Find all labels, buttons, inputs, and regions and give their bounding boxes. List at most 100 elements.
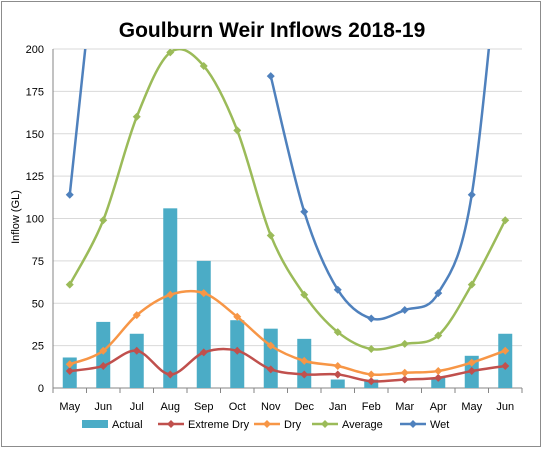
gridlines	[53, 48, 522, 389]
point-marker	[367, 377, 376, 386]
point-marker	[65, 360, 74, 369]
x-tick-label: Jun	[94, 401, 112, 413]
point-marker	[266, 341, 275, 350]
point-marker	[132, 112, 141, 121]
x-tick-label: Feb	[362, 401, 381, 413]
point-marker	[367, 345, 376, 354]
legend-item: Actual	[82, 419, 143, 431]
point-marker	[166, 370, 175, 379]
series-line	[68, 49, 87, 197]
point-marker	[333, 370, 342, 379]
legend-label: Extreme Dry	[188, 419, 250, 431]
series-wet	[65, 49, 491, 323]
legend-item: Extreme Dry	[158, 419, 250, 431]
x-tick-label: May	[59, 401, 80, 413]
bars	[62, 208, 513, 388]
point-marker	[65, 280, 74, 289]
lines	[65, 49, 510, 386]
point-marker	[233, 126, 242, 135]
point-marker	[434, 331, 443, 340]
point-marker	[233, 346, 242, 355]
x-tick-label: Mar	[395, 401, 414, 413]
legend-item: Dry	[254, 419, 302, 431]
y-ticks: 0 25 50 75 100 125 150 175 200	[26, 44, 44, 395]
point-marker	[99, 216, 108, 225]
legend-label: Dry	[284, 419, 302, 431]
bar	[196, 260, 211, 388]
x-tick-label: Dec	[294, 401, 314, 413]
point-marker	[501, 346, 510, 355]
series-dry	[65, 289, 510, 379]
point-marker	[166, 49, 175, 57]
point-marker	[400, 375, 409, 384]
point-marker	[333, 361, 342, 370]
x-tick-label: Jun	[496, 401, 514, 413]
y-tick-label: 175	[26, 86, 44, 98]
point-marker	[132, 346, 141, 355]
legend-item: Wet	[400, 419, 449, 431]
legend-marker	[321, 420, 329, 428]
bar	[330, 379, 345, 388]
legend-label: Wet	[430, 419, 449, 431]
point-marker	[266, 231, 275, 240]
legend-marker	[409, 420, 417, 428]
chart-title: Goulburn Weir Inflows 2018-19	[119, 19, 426, 42]
y-tick-label: 100	[26, 214, 44, 226]
x-tick-label: Jan	[329, 401, 347, 413]
y-tick-label: 125	[26, 171, 44, 183]
point-marker	[65, 190, 74, 199]
point-marker	[300, 356, 309, 365]
x-tick-label: Oct	[229, 401, 246, 413]
point-marker	[300, 370, 309, 379]
x-tick-label: Jul	[130, 401, 144, 413]
point-marker	[300, 290, 309, 299]
x-tick-label: Aug	[160, 401, 180, 413]
x-tick-label: May	[461, 401, 482, 413]
y-tick-label: 150	[26, 129, 44, 141]
bar	[498, 333, 513, 388]
bar	[96, 321, 111, 388]
legend-marker	[263, 420, 271, 428]
point-marker	[266, 72, 275, 81]
point-marker	[467, 280, 476, 289]
legend: Actual Extreme Dry Dry Average Wet	[82, 419, 449, 431]
point-marker	[233, 312, 242, 321]
point-marker	[333, 285, 342, 294]
point-marker	[99, 361, 108, 370]
point-marker	[434, 373, 443, 382]
point-marker	[199, 289, 208, 298]
y-axis-label: Inflow (GL)	[10, 190, 22, 244]
legend-label: Average	[342, 419, 383, 431]
y-tick-label: 75	[32, 256, 44, 268]
point-marker	[367, 370, 376, 379]
x-ticks: May Jun Jul Aug Sep Oct Nov Dec Jan Feb Mar Apr May J…	[52, 388, 523, 413]
point-marker	[501, 361, 510, 370]
point-marker	[400, 306, 409, 315]
point-marker	[434, 289, 443, 298]
point-marker	[99, 346, 108, 355]
series-extreme-dry	[65, 346, 510, 386]
y-tick-label: 0	[38, 383, 44, 395]
point-marker	[132, 311, 141, 320]
point-marker	[199, 61, 208, 70]
x-tick-label: Apr	[430, 401, 447, 413]
point-marker	[467, 358, 476, 367]
bar	[129, 333, 144, 388]
point-marker	[300, 207, 309, 216]
point-marker	[400, 339, 409, 348]
legend-label: Actual	[112, 419, 143, 431]
point-marker	[501, 216, 510, 225]
bar	[431, 377, 446, 388]
point-marker	[166, 290, 175, 299]
point-marker	[434, 367, 443, 376]
series-line	[68, 49, 507, 351]
legend-marker	[167, 420, 175, 428]
legend-swatch	[82, 420, 108, 428]
point-marker	[199, 348, 208, 357]
y-tick-label: 200	[26, 44, 44, 56]
legend-item: Average	[312, 419, 383, 431]
series-line	[269, 49, 491, 321]
x-tick-label: Nov	[261, 401, 281, 413]
point-marker	[400, 368, 409, 377]
